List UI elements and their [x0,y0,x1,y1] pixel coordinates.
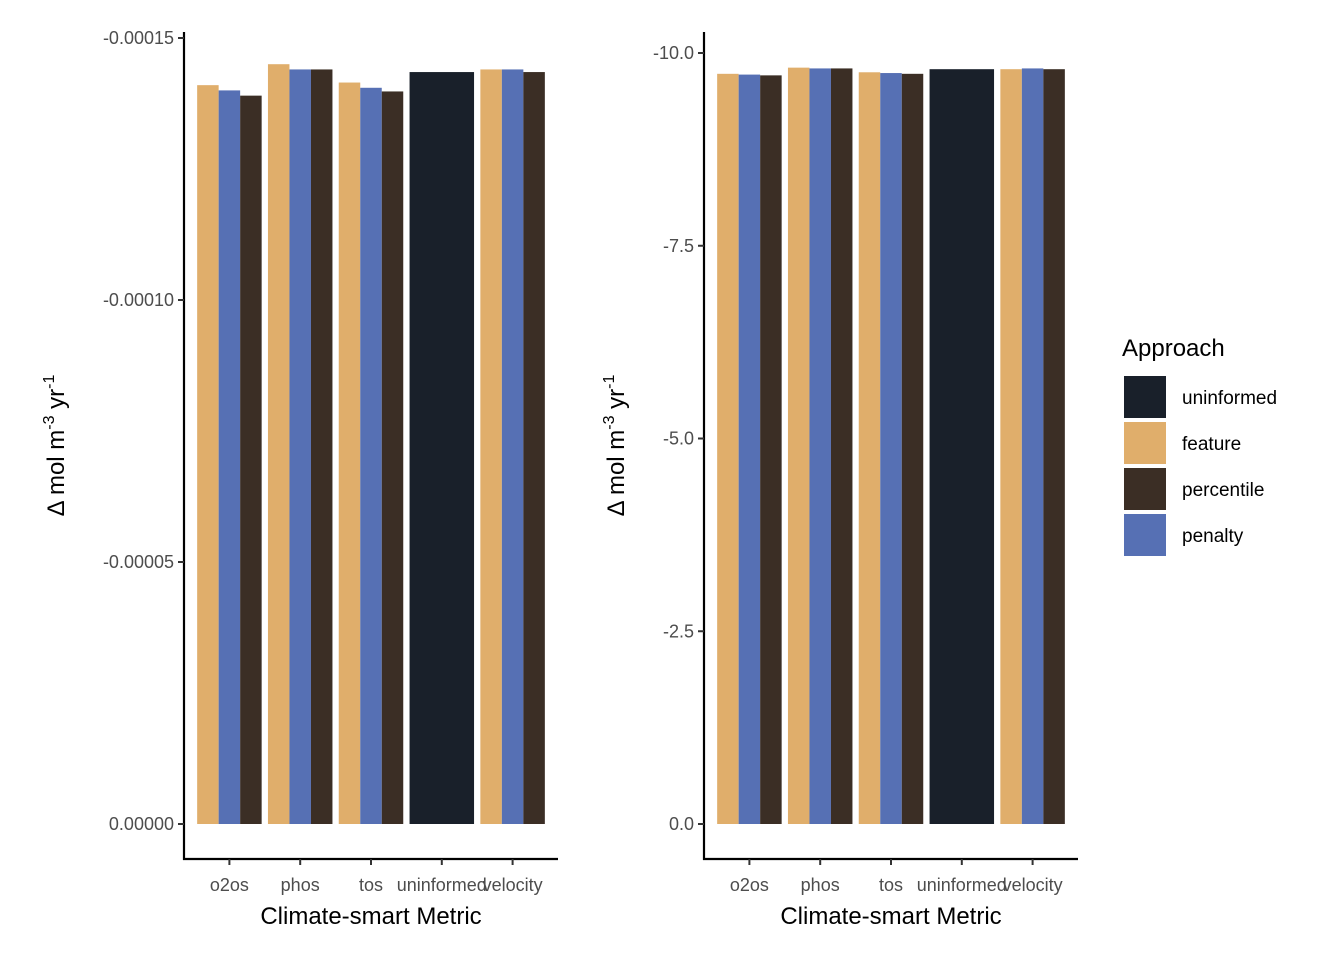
legend-swatch-penalty [1124,514,1166,556]
bar-feature-phos [787,67,810,825]
y-tick-label: 0.00000 [109,814,174,834]
legend-label-uninformed: uninformed [1182,388,1277,409]
bar-feature-velocity [1000,69,1022,825]
x-tick-label-tos: tos [359,875,383,895]
bar-percentile-o2os [240,95,262,824]
x-tick-label-o2os: o2os [730,875,769,895]
y-axis-title: Δ mol m-3 yr-1 [601,374,630,516]
bar-percentile-phos [830,68,853,825]
legend-title: Approach [1122,335,1225,362]
y-axis-title: Δ mol m-3 yr-1 [41,374,70,516]
legend-swatch-feature [1124,422,1166,464]
bar-percentile-tos [381,91,404,824]
legend-label-feature: feature [1182,434,1241,455]
y-tick-label: 0.0 [669,814,694,834]
bar-feature-tos [858,72,881,824]
x-tick-label-velocity: velocity [1003,875,1063,895]
bar-penalty-phos [809,68,831,825]
bar-uninformed-uninformed [929,69,995,825]
bar-penalty-o2os [218,90,241,824]
x-tick-label-velocity: velocity [483,875,543,895]
legend-swatch-uninformed [1124,376,1166,418]
x-tick-label-uninformed: uninformed [917,875,1007,895]
legend-label-penalty: penalty [1182,526,1244,547]
legend: Approach uninformed feature percentile p… [1122,335,1277,556]
bar-percentile-velocity [1043,69,1065,825]
x-axis-title: Climate-smart Metric [780,903,1001,930]
bar-feature-o2os [717,73,739,824]
bar-penalty-tos [880,73,902,824]
legend-label-percentile: percentile [1182,480,1264,501]
bar-penalty-o2os [738,74,761,824]
bar-penalty-tos [360,87,382,824]
bar-feature-velocity [480,69,502,824]
y-tick-label: -10.0 [653,43,694,63]
bar-percentile-tos [901,73,924,824]
bar-penalty-velocity [501,69,524,824]
x-tick-label-tos: tos [879,875,903,895]
left-panel: 0.00000 -0.00005 -0.00010 -0.00015 o2os phos t… [41,28,558,930]
bar-percentile-phos [310,69,333,824]
y-tick-label: -5.0 [663,429,694,449]
x-tick-label-o2os: o2os [210,875,249,895]
y-tick-label: -0.00010 [103,290,174,310]
y-tick-label: -0.00015 [103,28,174,48]
bar-percentile-velocity [523,72,545,824]
bar-feature-o2os [197,85,219,824]
legend-swatch-percentile [1124,468,1166,510]
y-tick-label: -2.5 [663,621,694,641]
bar-uninformed-uninformed [409,72,475,824]
y-tick-label: -0.00005 [103,552,174,572]
bar-feature-tos [338,82,361,825]
x-axis-title: Climate-smart Metric [260,903,481,930]
bar-feature-phos [267,64,290,824]
bar-penalty-velocity [1021,68,1044,825]
bar-percentile-o2os [760,75,782,824]
right-panel: 0.0 -2.5 -5.0 -7.5 -10.0 o2os phos tos uninforme… [601,32,1078,930]
x-tick-label-phos: phos [281,875,320,895]
x-tick-label-phos: phos [801,875,840,895]
y-tick-label: -7.5 [663,236,694,256]
bar-penalty-phos [289,69,311,824]
x-tick-label-uninformed: uninformed [397,875,487,895]
